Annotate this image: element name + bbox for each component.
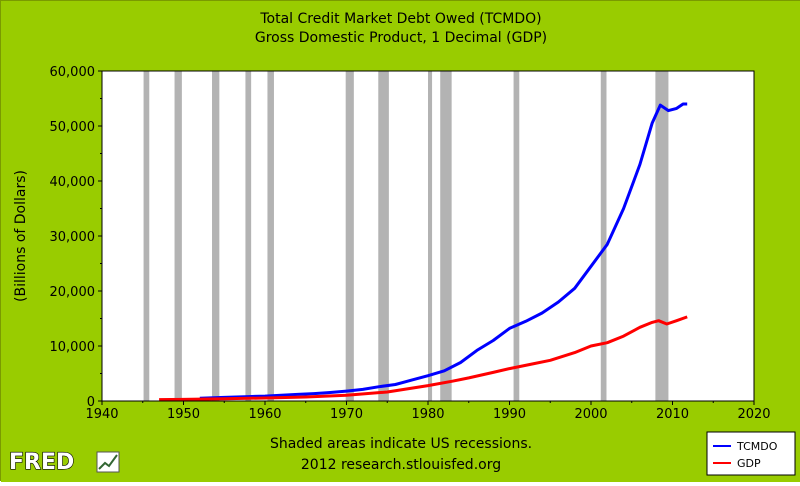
x-tick-label: 2010 <box>656 407 689 422</box>
legend-box <box>706 431 796 476</box>
x-tick-label: 2000 <box>574 407 607 422</box>
recession-band <box>600 71 607 401</box>
y-tick-label: 10,000 <box>50 340 96 355</box>
x-tick-label: 1960 <box>248 407 281 422</box>
y-tick-label: 30,000 <box>50 230 96 245</box>
recession-band <box>245 71 252 401</box>
x-tick-label: 1980 <box>411 407 444 422</box>
chart-line-icon <box>96 451 120 473</box>
y-tick-label: 60,000 <box>50 65 96 80</box>
legend-label-gdp: GDP <box>737 457 761 470</box>
series-line-tcmdo <box>199 102 688 400</box>
x-tick-label: 1940 <box>85 407 118 422</box>
recession-band <box>212 71 220 401</box>
recession-band <box>440 71 452 401</box>
recession-band <box>378 71 389 401</box>
recession-band <box>513 71 520 401</box>
x-tick-label: 2020 <box>737 407 770 422</box>
y-tick-label: 20,000 <box>50 285 96 300</box>
x-tick-label: 1990 <box>493 407 526 422</box>
chart-title: Total Credit Market Debt Owed (TCMDO) <box>259 11 541 27</box>
recession-band <box>174 71 182 401</box>
legend-label-tcmdo: TCMDO <box>736 440 778 453</box>
recession-band <box>143 71 150 401</box>
legend: TCMDO GDP <box>706 431 796 476</box>
fred-logo[interactable]: FRED <box>8 449 120 476</box>
y-tick-label: 0 <box>87 395 95 410</box>
plot-area: 1940 1950 1960 1970 1980 1990 2000 2010 2020 0 10,… <box>50 65 771 422</box>
chart-subtitle: Gross Domestic Product, 1 Decimal (GDP) <box>255 30 547 46</box>
series-line-gdp <box>159 315 688 402</box>
recession-note: Shaded areas indicate US recessions. <box>270 436 532 452</box>
y-tick-label: 40,000 <box>50 175 96 190</box>
source-credit: 2012 research.stlouisfed.org <box>301 457 501 473</box>
fred-logo-text: FRED <box>9 450 74 475</box>
recession-band <box>428 71 433 401</box>
recession-band <box>655 71 669 401</box>
recession-band <box>267 71 274 401</box>
x-tick-label: 1950 <box>167 407 200 422</box>
x-tick-label: 1970 <box>330 407 363 422</box>
recession-band <box>345 71 354 401</box>
y-axis-label: (Billions of Dollars) <box>13 170 29 302</box>
y-tick-label: 50,000 <box>50 120 96 135</box>
